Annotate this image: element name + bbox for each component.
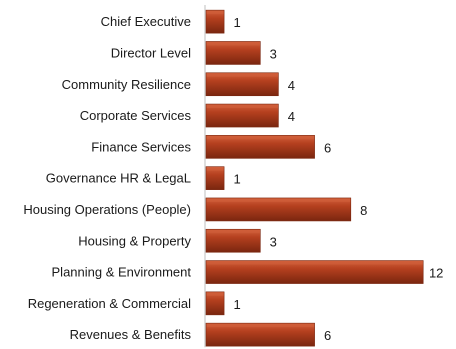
data-label: 3 bbox=[270, 234, 277, 249]
category-label: Chief Executive bbox=[101, 14, 191, 29]
bar-highlight bbox=[206, 73, 278, 77]
category-label: Regeneration & Commercial bbox=[28, 296, 191, 311]
bar-highlight bbox=[206, 167, 224, 171]
bar bbox=[205, 9, 225, 34]
data-label: 4 bbox=[288, 78, 295, 93]
bar bbox=[205, 103, 279, 128]
data-label: 1 bbox=[233, 172, 240, 187]
bar-highlight bbox=[206, 136, 315, 140]
bar-highlight bbox=[206, 198, 351, 202]
bar-highlight bbox=[206, 261, 423, 265]
bars-layer bbox=[205, 9, 424, 347]
bar bbox=[205, 260, 424, 284]
data-label: 12 bbox=[429, 266, 443, 281]
category-label: Housing & Property bbox=[78, 233, 191, 248]
bar bbox=[205, 291, 225, 316]
bar-highlight bbox=[206, 105, 278, 109]
data-label: 6 bbox=[324, 328, 331, 343]
bar bbox=[205, 166, 225, 190]
bar-highlight bbox=[206, 42, 260, 46]
bar bbox=[205, 228, 261, 253]
bar-highlight bbox=[206, 292, 224, 296]
bar-highlight bbox=[206, 324, 315, 328]
data-label: 4 bbox=[288, 109, 295, 124]
bar-highlight bbox=[206, 230, 260, 234]
data-label: 6 bbox=[324, 140, 331, 155]
data-label: 1 bbox=[233, 297, 240, 312]
labels-layer: Chief Executive 1 Director Level 3 Community… bbox=[23, 14, 443, 343]
category-label: Revenues & Benefits bbox=[70, 327, 192, 342]
category-label: Corporate Services bbox=[80, 108, 192, 123]
category-label: Planning & Environment bbox=[52, 265, 192, 280]
category-label: Community Resilience bbox=[62, 77, 191, 92]
category-label: Housing Operations (People) bbox=[23, 202, 191, 217]
data-label: 1 bbox=[233, 15, 240, 30]
category-label: Finance Services bbox=[91, 139, 191, 154]
category-label: Director Level bbox=[111, 45, 191, 60]
bar bbox=[205, 41, 261, 65]
data-label: 8 bbox=[360, 203, 367, 218]
bar bbox=[205, 135, 315, 159]
bar-highlight bbox=[206, 11, 224, 15]
data-label: 3 bbox=[270, 46, 277, 61]
bar bbox=[205, 72, 279, 97]
category-label: Governance HR & LegaL bbox=[46, 171, 191, 186]
bar bbox=[205, 322, 315, 347]
bar bbox=[205, 197, 352, 222]
